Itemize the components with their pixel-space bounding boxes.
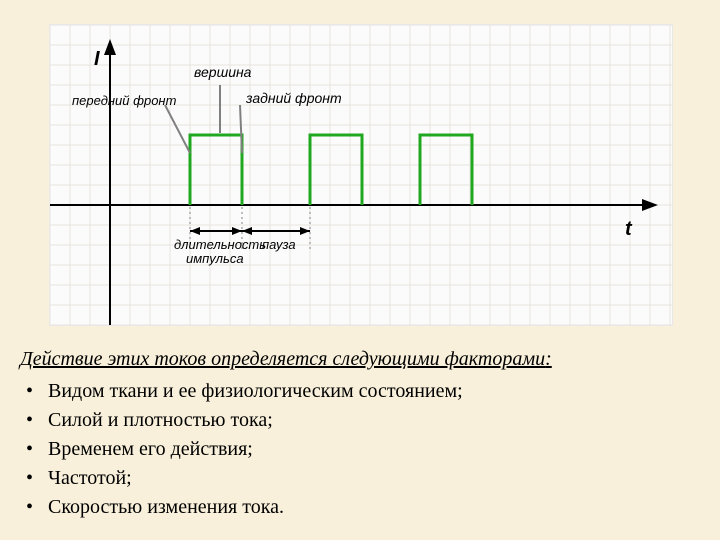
heading-colon: : xyxy=(545,348,552,370)
text-block: Действие этих токов определяется следующ… xyxy=(20,346,700,522)
list-item: Силой и плотностью тока; xyxy=(42,406,700,435)
heading: Действие этих токов определяется следующ… xyxy=(20,346,700,373)
list-item: Частотой; xyxy=(42,464,700,493)
label-apex: вершина xyxy=(194,64,252,80)
bullet-list: Видом ткани и ее физиологическим состоян… xyxy=(20,377,700,522)
label-duration-l2: импульса xyxy=(186,251,244,266)
label-front-edge: передний фронт xyxy=(72,93,177,108)
list-item: Видом ткани и ее физиологическим состоян… xyxy=(42,377,700,406)
chart-svg: I t передний фронт вершина задний фронт xyxy=(50,25,672,325)
label-back-edge: задний фронт xyxy=(245,90,342,106)
slide: I t передний фронт вершина задний фронт xyxy=(0,0,720,540)
label-duration-l1: длительность xyxy=(174,237,266,252)
list-item: Скоростью изменения тока. xyxy=(42,493,700,522)
heading-underlined: Действие этих токов определяется следующ… xyxy=(20,348,545,370)
y-axis-label: I xyxy=(94,48,100,70)
label-pause: пауза xyxy=(262,237,296,252)
axes xyxy=(50,39,658,325)
pulse-chart: I t передний фронт вершина задний фронт xyxy=(49,24,673,326)
list-item: Временем его действия; xyxy=(42,435,700,464)
x-axis-label: t xyxy=(625,218,633,240)
